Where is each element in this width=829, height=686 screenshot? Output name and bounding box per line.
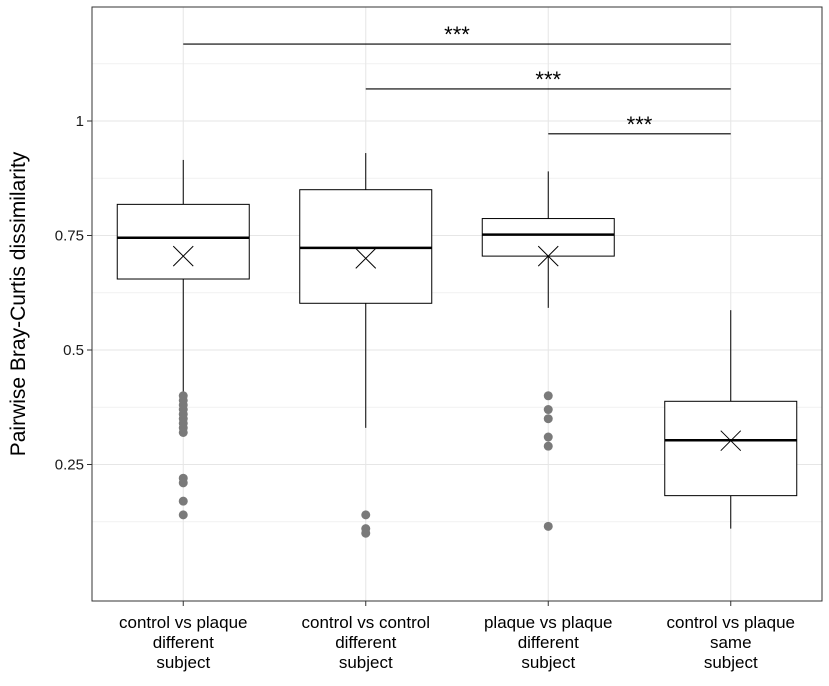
outlier-point (178, 427, 188, 437)
outlier-points (178, 391, 553, 538)
x-tick-label: subject (521, 653, 575, 672)
mean-marker (355, 248, 377, 269)
y-axis-label: Pairwise Bray-Curtis dissimilarity (7, 151, 30, 456)
outlier-point (361, 528, 371, 538)
x-tick-label: different (335, 633, 396, 652)
y-tick-label: 0.5 (63, 342, 84, 359)
outlier-point (178, 496, 188, 506)
x-tick-label: control vs control (302, 613, 431, 632)
box-iqr (116, 203, 250, 280)
box-iqr (481, 218, 615, 257)
outlier-point (543, 441, 553, 451)
x-tick-label: control vs plaque (119, 613, 248, 632)
outlier-point (361, 510, 371, 520)
mean-marker (720, 430, 742, 452)
x-tick-label: different (153, 633, 214, 652)
mean-markers (172, 245, 742, 452)
whiskers (182, 153, 732, 529)
y-tick-label: 0.25 (55, 457, 84, 474)
outlier-point (543, 391, 553, 401)
x-axis-ticks: control vs plaquedifferentsubjectcontrol… (119, 601, 795, 672)
significance-brackets: *** *** *** (183, 22, 731, 137)
outlier-point (543, 405, 553, 415)
outlier-point (178, 478, 188, 488)
plot-panel-background (92, 7, 822, 601)
x-tick-label: same (710, 633, 752, 652)
x-tick-label: control vs plaque (666, 613, 795, 632)
x-tick-label: plaque vs plaque (484, 613, 613, 632)
plot-panel-border (91, 6, 823, 602)
outlier-point (543, 432, 553, 442)
boxes (116, 189, 798, 497)
outlier-point (178, 510, 188, 520)
outlier-point (543, 521, 553, 531)
x-tick-label: subject (339, 653, 393, 672)
significance-label: *** (444, 22, 470, 47)
box-iqr (299, 189, 433, 304)
significance-label: *** (535, 67, 561, 92)
significance-label: *** (627, 112, 653, 137)
box-iqr (664, 400, 798, 497)
y-tick-label: 1 (76, 113, 84, 130)
x-tick-label: subject (156, 653, 210, 672)
outlier-point (543, 414, 553, 424)
x-tick-label: different (518, 633, 579, 652)
mean-marker (172, 245, 194, 267)
x-tick-label: subject (704, 653, 758, 672)
mean-marker (537, 245, 559, 267)
y-axis-ticks: 0.25 0.5 0.75 1 (55, 113, 92, 474)
y-tick-label: 0.75 (55, 228, 84, 245)
